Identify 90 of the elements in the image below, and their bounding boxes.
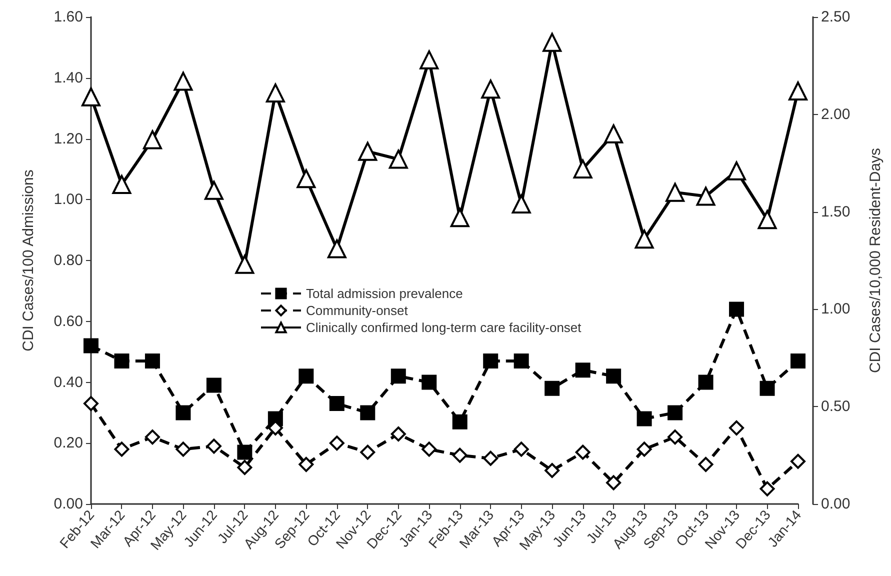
point <box>144 430 160 445</box>
point <box>388 150 408 169</box>
y2-tick-label: 2.00 <box>821 106 850 123</box>
point <box>114 353 130 368</box>
point <box>514 442 529 457</box>
point <box>204 180 224 200</box>
point <box>390 426 406 442</box>
point <box>327 239 346 258</box>
point <box>573 159 592 178</box>
point <box>452 414 468 430</box>
point <box>237 460 252 475</box>
y-tick-label: 1.40 <box>54 69 83 86</box>
point <box>358 142 378 161</box>
point <box>422 374 437 390</box>
point <box>729 420 744 436</box>
point <box>174 72 193 91</box>
legend-label: Clinically confirmed long-term care facility-onset <box>306 320 582 335</box>
point <box>298 368 314 384</box>
point <box>481 80 500 99</box>
point <box>668 405 683 420</box>
point <box>420 50 439 70</box>
point <box>606 475 622 490</box>
point <box>542 32 562 52</box>
y-tick-label: 1.60 <box>54 8 83 26</box>
point <box>758 210 777 230</box>
point <box>296 169 316 188</box>
point <box>235 254 254 274</box>
y-tick-label: 0.20 <box>54 434 83 452</box>
point <box>666 182 685 202</box>
point <box>760 481 775 496</box>
point <box>727 161 746 180</box>
point <box>483 450 498 466</box>
point <box>144 353 160 368</box>
y2-tick-label: 1.50 <box>821 203 850 220</box>
point <box>729 302 744 317</box>
point <box>84 338 98 354</box>
y-tick-label: 1.00 <box>54 191 83 208</box>
y-tick-label: 1.20 <box>54 130 83 148</box>
point <box>360 444 376 460</box>
point <box>329 436 344 451</box>
point <box>483 353 498 368</box>
point <box>450 208 470 228</box>
point <box>84 396 98 412</box>
point <box>82 87 100 106</box>
point <box>604 124 624 144</box>
point <box>790 454 806 469</box>
point <box>544 463 560 478</box>
point <box>514 353 529 368</box>
y-axis-title: CDI Cases/100 Admissions <box>20 170 37 352</box>
point <box>634 230 654 249</box>
y2-tick-label: 1.00 <box>821 300 850 318</box>
y-tick-label: 0.60 <box>54 312 83 330</box>
point <box>636 411 652 426</box>
point <box>266 83 285 102</box>
point <box>760 380 775 396</box>
point <box>298 456 314 472</box>
point <box>206 438 222 454</box>
point <box>237 444 252 460</box>
point <box>575 444 590 460</box>
point <box>544 380 560 396</box>
point <box>698 374 714 390</box>
point <box>575 362 590 378</box>
point <box>636 442 652 457</box>
point <box>390 368 406 384</box>
point <box>142 130 162 150</box>
point <box>698 456 714 472</box>
y-tick-label: 0.40 <box>54 374 83 391</box>
point <box>206 378 222 393</box>
point <box>360 405 376 420</box>
point <box>114 442 130 457</box>
point <box>452 448 468 463</box>
point <box>112 175 132 194</box>
point <box>329 396 344 412</box>
y2-tick-label: 2.50 <box>821 8 850 26</box>
point <box>606 368 622 384</box>
y2-tick-label: 0.00 <box>821 496 850 512</box>
y2-axis-title: CDI Cases/10,000 Resident-Days <box>867 148 884 374</box>
point <box>788 82 808 101</box>
point <box>696 186 716 206</box>
legend-label: Community-onset <box>306 303 408 318</box>
point <box>512 194 531 214</box>
y2-tick-label: 0.50 <box>821 398 850 416</box>
point <box>790 353 806 368</box>
point <box>176 442 191 457</box>
point <box>176 405 191 420</box>
y-tick-label: 0.00 <box>54 496 83 512</box>
point <box>422 442 437 457</box>
y-tick-label: 0.80 <box>54 252 83 269</box>
point <box>668 430 683 445</box>
legend-label: Total admission prevalence <box>306 286 463 301</box>
